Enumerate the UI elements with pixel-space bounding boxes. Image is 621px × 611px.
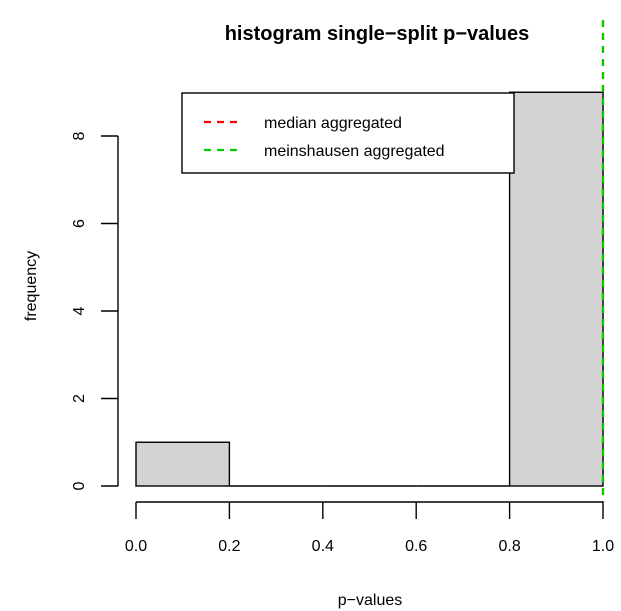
y-tick-label: 6: [71, 219, 88, 228]
histogram-bar: [135, 441, 231, 487]
x-axis: 0.0 0.2 0.4 0.6 0.8 1.0: [125, 501, 614, 555]
legend-box: [181, 92, 515, 174]
y-tick-label: 2: [71, 394, 88, 403]
legend: median aggregated meinshausen aggregated: [181, 92, 515, 174]
x-axis-label: p−values: [338, 592, 403, 609]
x-tick-label: 0.6: [405, 538, 427, 555]
y-axis-label: frequency: [23, 251, 40, 321]
y-tick-label: 4: [71, 306, 88, 315]
x-tick-label: 0.2: [218, 538, 240, 555]
x-tick-label: 1.0: [592, 538, 614, 555]
y-axis: 0 2 4 6 8: [71, 131, 119, 490]
bars-group: [135, 91, 604, 487]
y-tick-label: 0: [71, 481, 88, 490]
y-tick-label: 8: [71, 131, 88, 140]
x-tick-label: 0.4: [312, 538, 334, 555]
legend-label: median aggregated: [264, 115, 402, 132]
legend-label: meinshausen aggregated: [264, 143, 445, 160]
chart-title: histogram single−split p−values: [225, 23, 530, 45]
x-tick-label: 0.0: [125, 538, 147, 555]
x-tick-label: 0.8: [498, 538, 520, 555]
histogram-bar: [508, 91, 604, 487]
